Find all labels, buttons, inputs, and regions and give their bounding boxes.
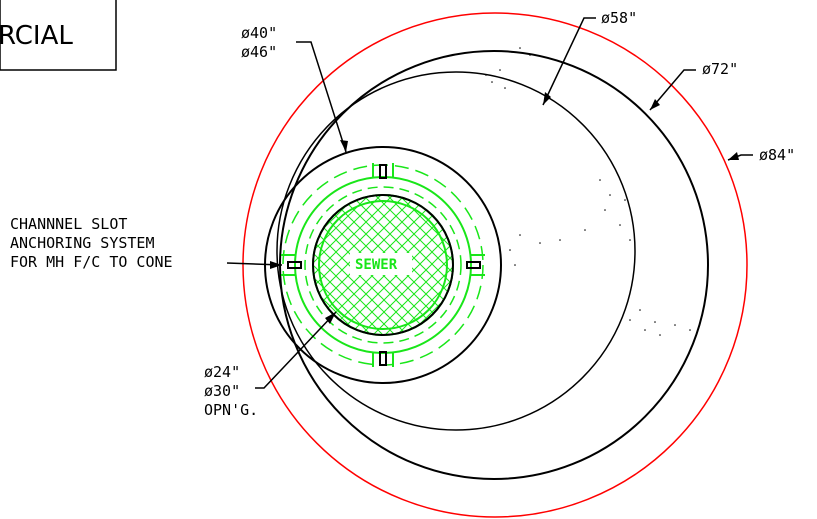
label-d46: ø46" [241,43,277,61]
circle-58in [276,71,636,431]
frame-inner-dashed [304,186,462,344]
label-d30: ø30" [204,382,240,400]
label-d24: ø24" [204,363,240,381]
concrete-stipple [485,47,691,336]
label-opening: OPN'G. [204,401,258,419]
label-d58: ø58" [601,9,637,27]
sewer-label: SEWER [355,257,398,273]
anchor-tabs [281,163,485,367]
label-d84: ø84" [759,146,795,164]
title-box [0,0,117,71]
label-channel-line2: ANCHORING SYSTEM [10,234,155,252]
cover-opening-edge [312,194,454,336]
title-text: RCIAL [0,21,73,51]
label-d72: ø72" [702,60,738,78]
label-channel-line1: CHANNNEL SLOT [10,215,127,233]
channel-slots [287,164,481,366]
circle-84in [242,12,748,518]
leader-lines [226,17,753,389]
cover-inner-ring [318,200,448,330]
label-channel-line3: FOR MH F/C TO CONE [10,253,173,271]
arrowheads [270,92,739,324]
sewer-label-bg [350,253,412,275]
label-d40: ø40" [241,24,277,42]
